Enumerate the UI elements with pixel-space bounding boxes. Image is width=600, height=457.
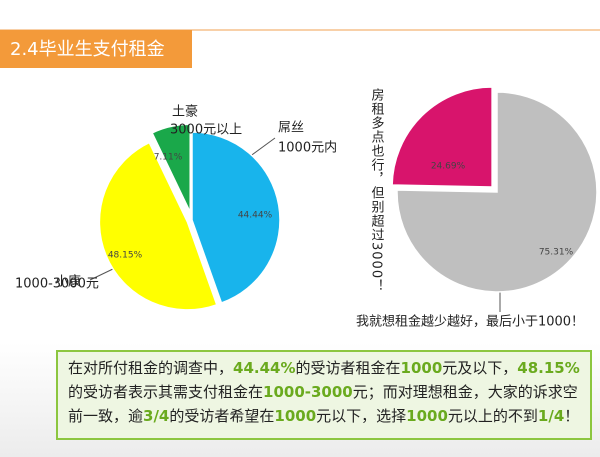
summary-highlight: 1000 xyxy=(406,407,448,425)
category-label: 土豪 xyxy=(172,104,198,120)
summary-text: 元以下，选择 xyxy=(316,407,407,425)
summary-text: 元以上的不到 xyxy=(447,407,538,425)
summary-highlight: 48.15% xyxy=(517,359,580,377)
data-label: 48.15% xyxy=(108,251,143,261)
pie-slice xyxy=(396,91,598,293)
pie-slice xyxy=(391,86,493,188)
pie-slice xyxy=(151,123,191,213)
pie-slice xyxy=(98,141,218,311)
category-label: 房租多点也行，但别超过3000！ xyxy=(369,87,385,293)
data-label: 75.31% xyxy=(539,248,574,258)
summary-highlight: 44.44% xyxy=(233,359,296,377)
leader xyxy=(89,267,116,281)
category-note: 1000元内 xyxy=(278,140,337,156)
summary-text: ！ xyxy=(564,407,580,425)
summary-highlight: 1/4 xyxy=(537,407,565,425)
summary-text: 的受访者表示其需支付租金在 xyxy=(68,383,264,401)
category-label: 我就想租金越少越好，最后小于1000！ xyxy=(356,314,584,330)
category-label: 小康 xyxy=(55,274,81,290)
data-label: 7.11% xyxy=(154,153,183,163)
data-label: 24.69% xyxy=(431,162,466,172)
header-title: 2.4毕业生支付租金 xyxy=(10,39,165,60)
category-note: 1000-3000元 xyxy=(15,277,99,292)
summary-text: 元及以下， xyxy=(442,359,518,377)
category-label: 屌丝 xyxy=(278,121,304,136)
summary-text: 的受访者租金在 xyxy=(295,359,401,377)
pie-slice xyxy=(191,131,281,304)
summary-text: 元；而对理想租金，大家的诉求空前一致，逾 xyxy=(68,383,578,425)
data-label: 44.44% xyxy=(238,211,273,221)
summary-highlight: 1000-3000 xyxy=(263,383,353,401)
summary-text: 的受访者希望在 xyxy=(169,407,275,425)
header-bar xyxy=(0,30,192,68)
summary: 在对所付租金的调查中，44.44%的受访者租金在1000元及以下，48.15%的… xyxy=(56,350,592,440)
summary-highlight: 3/4 xyxy=(143,407,170,425)
category-note: 3000元以上 xyxy=(170,123,242,138)
summary-highlight: 1000 xyxy=(274,407,317,425)
summary-text: 在对所付租金的调查中， xyxy=(68,359,234,377)
summary-highlight: 1000 xyxy=(400,359,443,377)
